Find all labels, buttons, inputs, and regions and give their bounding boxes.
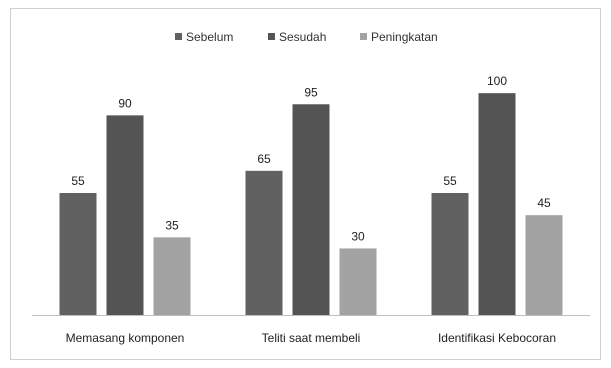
bars [59, 93, 563, 315]
data-label-peningkatan-3: 45 [537, 196, 551, 210]
data-label-sesudah-1: 90 [118, 96, 132, 110]
bar-sesudah-2 [292, 104, 330, 315]
bar-sebelum-1 [59, 193, 97, 315]
x-tick-label: Identifikasi Kebocoran [438, 331, 556, 345]
legend-swatch-peningkatan [360, 33, 367, 40]
legend-label-sebelum: Sebelum [186, 30, 233, 44]
bar-sebelum-3 [431, 193, 469, 315]
legend-swatch-sebelum [175, 33, 182, 40]
data-label-peningkatan-2: 30 [351, 229, 365, 243]
data-label-sesudah-3: 100 [487, 74, 507, 88]
data-label-sebelum-3: 55 [443, 174, 457, 188]
legend: Sebelum Sesudah Peningkatan [175, 30, 438, 44]
data-label-sesudah-2: 95 [304, 85, 318, 99]
legend-label-sesudah: Sesudah [279, 30, 326, 44]
data-label-sebelum-1: 55 [71, 174, 85, 188]
value-labels: 55 90 35 65 95 30 55 100 45 [71, 74, 551, 243]
bar-peningkatan-2 [339, 248, 377, 315]
data-label-sebelum-2: 65 [257, 152, 271, 166]
x-tick-label: Teliti saat membeli [262, 331, 361, 345]
bar-peningkatan-3 [525, 215, 563, 315]
x-tick-labels: Memasang komponen Teliti saat membeli Iden… [66, 331, 556, 345]
legend-swatch-sesudah [268, 33, 275, 40]
bar-sebelum-2 [245, 170, 283, 315]
bar-peningkatan-1 [153, 237, 191, 315]
x-tick-label: Memasang komponen [66, 331, 185, 345]
bar-sesudah-1 [106, 115, 144, 315]
data-label-peningkatan-1: 35 [165, 218, 179, 232]
legend-label-peningkatan: Peningkatan [371, 30, 438, 44]
bar-sesudah-3 [478, 93, 516, 315]
